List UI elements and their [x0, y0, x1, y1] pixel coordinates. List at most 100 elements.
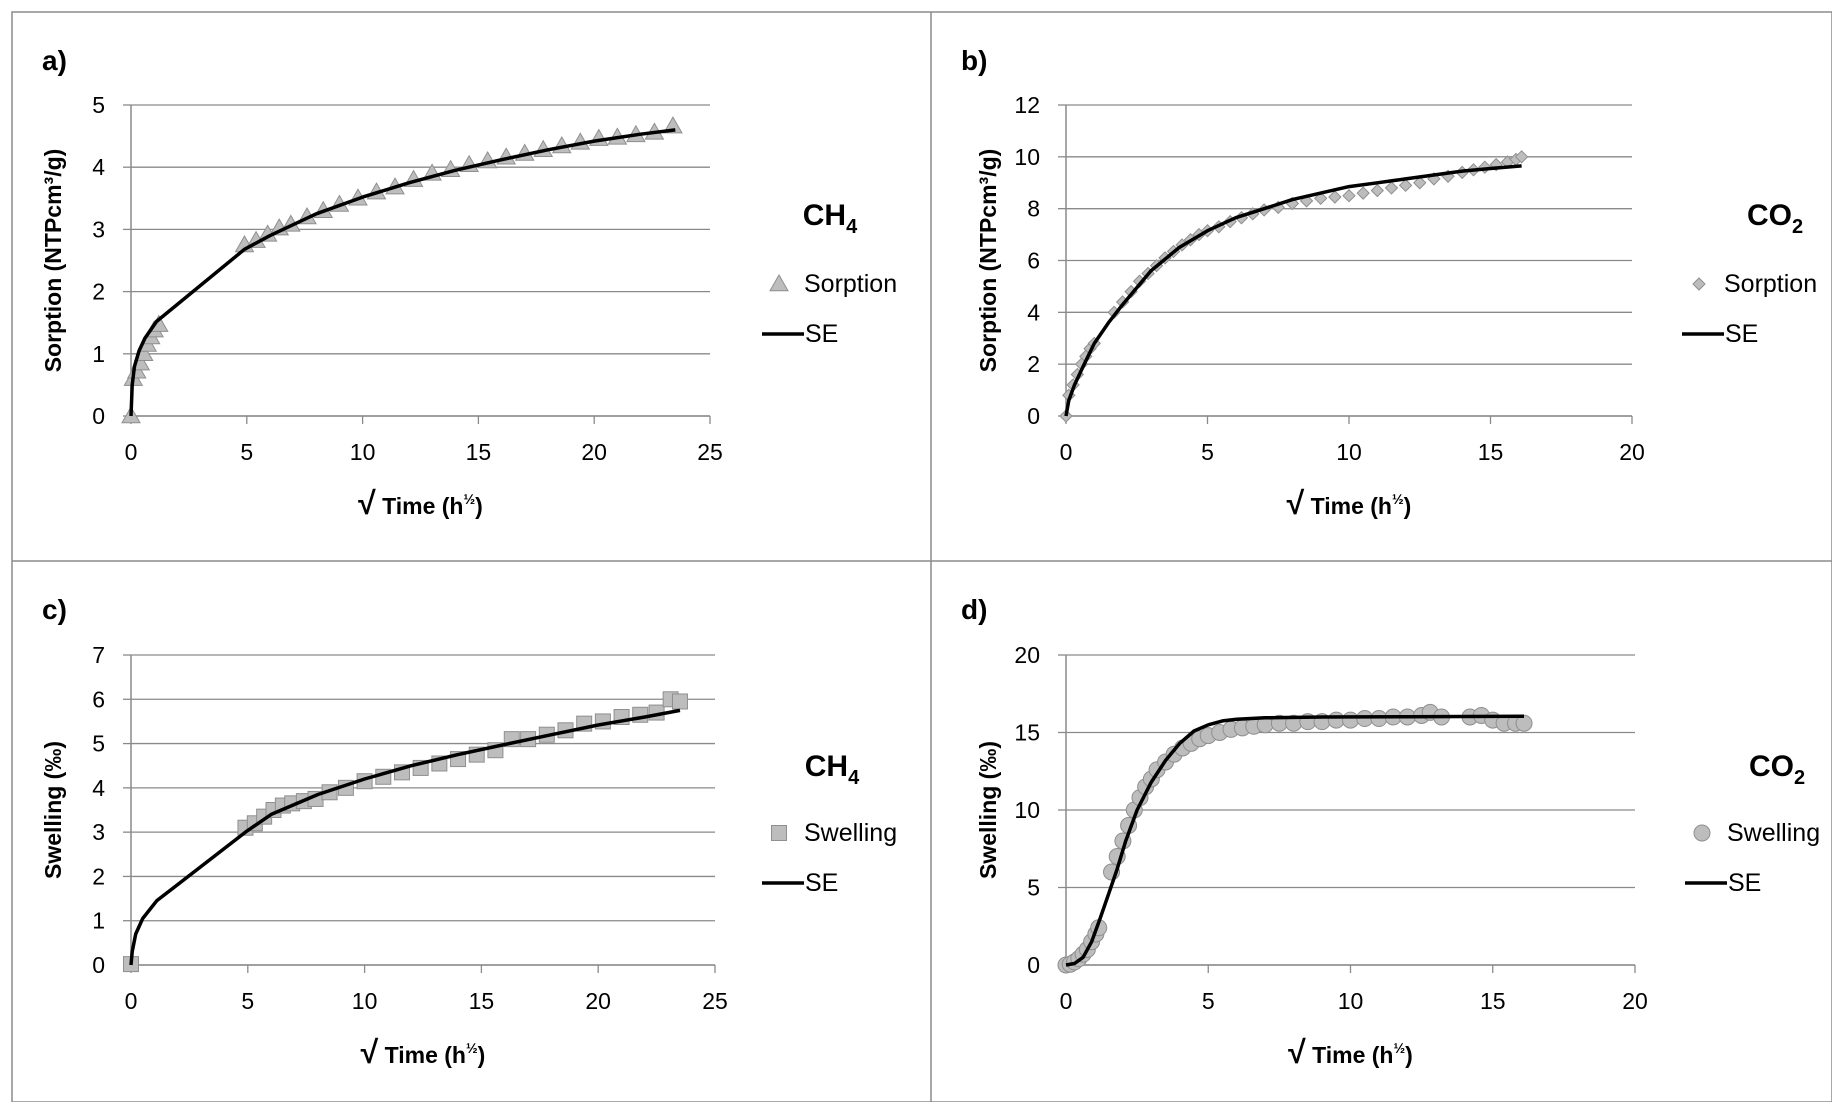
x-tick-label: 25: [697, 439, 723, 465]
x-label-main: Time (h: [1304, 493, 1392, 519]
series-line-se: [131, 130, 675, 416]
x-tick-label: 0: [1060, 988, 1073, 1014]
y-tick-label: 5: [92, 731, 105, 757]
x-tick-label: 10: [1338, 988, 1364, 1014]
x-tick-label: 20: [1619, 439, 1645, 465]
y-tick-label: 15: [1014, 720, 1040, 746]
x-tick-label: 20: [581, 439, 607, 465]
y-tick-label: 6: [92, 686, 105, 712]
gas-label: CO2: [1747, 199, 1803, 238]
x-tick-label: 25: [702, 988, 728, 1014]
x-tick-label: 15: [469, 988, 495, 1014]
legend-marker: [1693, 278, 1705, 290]
y-tick-label: 0: [92, 403, 105, 429]
legend-marker: [770, 275, 788, 291]
figure-border: [12, 12, 1832, 1102]
x-tick-label: 10: [1336, 439, 1362, 465]
y-tick-label: 5: [1027, 875, 1040, 901]
x-axis-label: √ Time (h½): [358, 485, 483, 521]
data-point: [1371, 185, 1383, 197]
x-label-end: ): [478, 1042, 486, 1068]
legend-label-scatter: Sorption: [804, 270, 897, 298]
gas-formula: CO: [1749, 750, 1794, 783]
data-point: [1343, 190, 1355, 202]
x-label-sup: ½: [463, 491, 475, 507]
y-tick-label: 0: [92, 952, 105, 978]
x-label-main: Time (h: [1306, 1042, 1394, 1068]
gas-subscript: 2: [1794, 767, 1805, 789]
x-axis-label: √ Time (h½): [1288, 1034, 1413, 1070]
y-tick-label: 2: [1027, 351, 1040, 377]
data-point: [1343, 712, 1359, 728]
x-tick-label: 0: [125, 988, 138, 1014]
x-label-end: ): [1404, 493, 1412, 519]
chart-panel-d: d) 0 5 10 15 20 0 5 10 15 20 √ Time (h½) Swelling (‰…: [961, 594, 1820, 1070]
x-tick-label: 0: [1060, 439, 1073, 465]
legend-label-se: SE: [805, 869, 838, 897]
legend-label-scatter: Swelling: [804, 819, 897, 847]
data-point: [1385, 182, 1397, 194]
y-tick-label: 12: [1014, 92, 1040, 118]
y-tick-label: 10: [1014, 144, 1040, 170]
panel-label: a): [42, 45, 67, 76]
gas-formula: CH: [803, 199, 846, 232]
data-point: [672, 694, 687, 709]
x-tick-label: 5: [240, 439, 253, 465]
panel-label: d): [961, 594, 987, 625]
x-axis-label: √ Time (h½): [1287, 485, 1412, 521]
x-tick-label: 15: [466, 439, 492, 465]
x-tick-label: 5: [1201, 439, 1214, 465]
x-label-end: ): [475, 493, 483, 519]
x-label-sup: ½: [1393, 1040, 1405, 1056]
y-tick-label: 0: [1027, 403, 1040, 429]
y-tick-label: 2: [92, 279, 105, 305]
x-tick-label: 10: [350, 439, 376, 465]
x-tick-label: 5: [241, 988, 254, 1014]
gas-label: CH4: [805, 750, 860, 789]
gas-subscript: 4: [848, 767, 860, 789]
series-line-se: [1066, 716, 1524, 965]
x-tick-label: 5: [1202, 988, 1215, 1014]
data-point: [1329, 191, 1341, 203]
y-tick-label: 10: [1014, 797, 1040, 823]
legend-label-scatter: Sorption: [1724, 270, 1817, 298]
x-tick-label: 15: [1478, 439, 1504, 465]
x-tick-label: 20: [585, 988, 611, 1014]
y-tick-label: 4: [92, 775, 105, 801]
chart-panel-a: a) 0 1 2 3 4 5 0 5 10 15 20 25 √ Time (h½) Sorption (N…: [40, 45, 897, 521]
chart-panel-b: b)0246810120 5 10 15 20√ Time (h½)Sorption (…: [961, 45, 1817, 521]
y-tick-label: 5: [92, 92, 105, 118]
x-tick-label: 0: [125, 439, 138, 465]
y-tick-label: 8: [1027, 196, 1040, 222]
y-tick-label: 0: [1027, 952, 1040, 978]
y-axis-label: Sorption (NTPcm³/g): [40, 149, 66, 373]
gas-formula: CH: [805, 750, 848, 783]
data-point: [1328, 712, 1344, 728]
legend-label-se: SE: [1728, 869, 1761, 897]
sqrt-symbol: √: [358, 485, 376, 521]
gas-subscript: 4: [846, 216, 858, 238]
y-tick-label: 20: [1014, 642, 1040, 668]
y-tick-label: 1: [92, 908, 105, 934]
legend-marker: [1694, 825, 1710, 841]
y-tick-label: 3: [92, 216, 105, 242]
x-axis-label: √ Time (h½): [361, 1034, 486, 1070]
y-tick-label: 6: [1027, 248, 1040, 274]
panel-label: c): [42, 594, 67, 625]
y-axis-label: Swelling (‰): [975, 741, 1001, 879]
y-tick-label: 4: [1027, 299, 1040, 325]
x-label-end: ): [1405, 1042, 1413, 1068]
x-tick-label: 15: [1480, 988, 1506, 1014]
x-tick-label: 20: [1622, 988, 1648, 1014]
x-label-sup: ½: [1392, 491, 1404, 507]
y-tick-label: 3: [92, 819, 105, 845]
data-point: [1357, 187, 1369, 199]
x-label-sup: ½: [466, 1040, 478, 1056]
gas-label: CO2: [1749, 750, 1805, 789]
legend-label-scatter: Swelling: [1727, 819, 1820, 847]
gas-subscript: 2: [1792, 216, 1803, 238]
gas-label: CH4: [803, 199, 858, 238]
x-label-main: Time (h: [378, 1042, 466, 1068]
sqrt-symbol: √: [1288, 1034, 1306, 1070]
